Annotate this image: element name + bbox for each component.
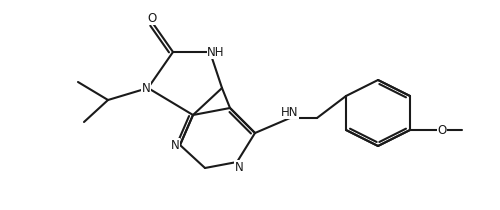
Text: N: N: [234, 160, 244, 173]
Text: N: N: [170, 139, 179, 151]
Text: N: N: [142, 81, 150, 94]
Text: NH: NH: [208, 46, 225, 59]
Text: HN: HN: [281, 105, 299, 118]
Text: O: O: [148, 12, 156, 25]
Text: O: O: [438, 123, 446, 136]
